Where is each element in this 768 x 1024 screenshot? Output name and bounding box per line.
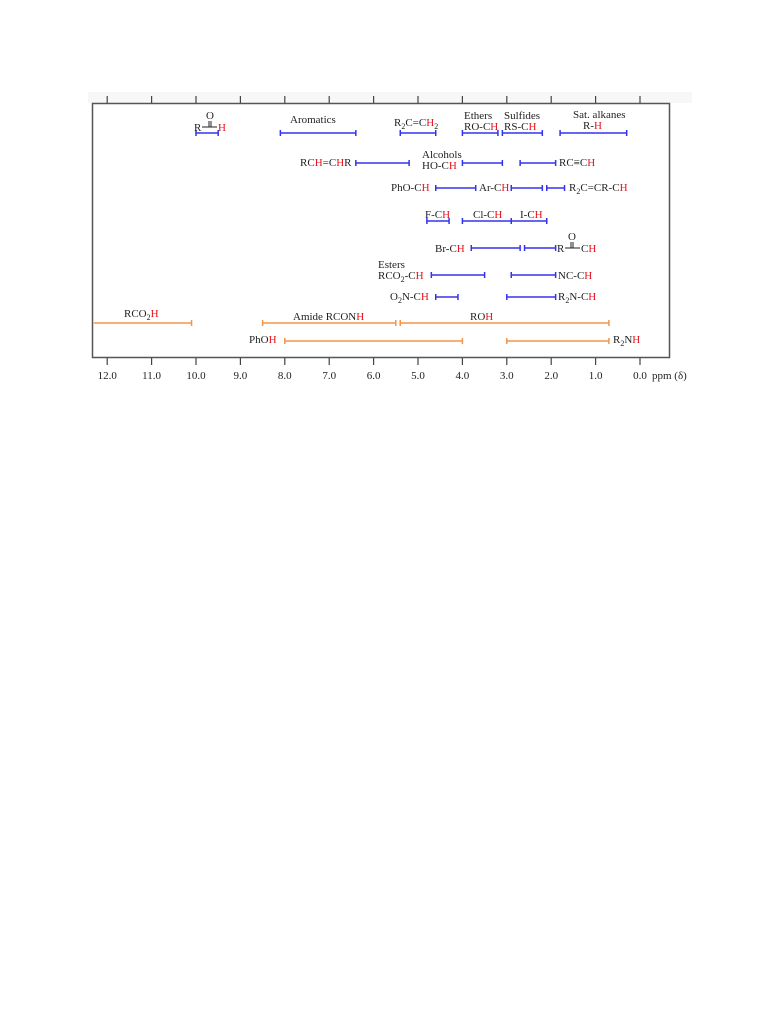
label-nitrile: NC-CH xyxy=(558,270,592,282)
range-bar xyxy=(470,245,521,251)
label-phenol: PhOH xyxy=(249,334,277,346)
label-ethers: RO-CH xyxy=(464,121,498,133)
range-bar xyxy=(355,160,410,166)
label-iodide: I-CH xyxy=(520,209,543,221)
range-bar xyxy=(461,130,499,136)
range-bar xyxy=(506,294,557,300)
label-alkanes: R-H xyxy=(583,120,602,132)
range-bar xyxy=(559,130,628,136)
label-nitro: O2N-CH xyxy=(390,291,429,305)
x-tick-label: 3.0 xyxy=(500,370,514,382)
group-label-sulfides: Sulfides xyxy=(504,110,540,122)
label-allylic: R2C=CR-CH xyxy=(569,182,628,196)
group-label-alcohols: Alcohols xyxy=(422,149,462,161)
top-axis-ticks xyxy=(106,96,641,103)
range-bar xyxy=(501,130,544,136)
x-axis-tick-labels: 12.0 11.0 10.0 9.0 8.0 7.0 6.0 5.0 4.0 3.0 2.0 1.0 0… xyxy=(98,370,648,382)
range-bar xyxy=(399,320,610,326)
label-aromatics: Aromatics xyxy=(290,114,336,126)
svg-text:H: H xyxy=(218,122,226,134)
range-bar xyxy=(435,185,477,191)
plot-frame xyxy=(91,102,671,359)
label-bromide: Br-CH xyxy=(435,243,465,255)
label-phenyl-ether: PhO-CH xyxy=(391,182,430,194)
x-tick-label: 12.0 xyxy=(98,370,118,382)
x-tick-label: 4.0 xyxy=(456,370,470,382)
x-tick-label: 0.0 xyxy=(633,370,647,382)
label-esters: RCO2-CH xyxy=(378,270,424,284)
label-amide: Amide RCONH xyxy=(293,311,364,323)
x-tick-label: 10.0 xyxy=(186,370,206,382)
label-internal-alkene: RCH=CHR xyxy=(300,157,352,169)
svg-text:O: O xyxy=(206,110,214,122)
svg-text:O: O xyxy=(568,231,576,243)
label-alcohol-oh: ROH xyxy=(470,311,493,323)
range-bar xyxy=(261,320,397,326)
range-bar xyxy=(435,294,459,300)
x-axis-unit-label: ppm (δ) xyxy=(652,370,687,382)
group-label-ethers: Ethers xyxy=(464,110,492,122)
svg-text:R: R xyxy=(557,243,565,255)
x-tick-label: 6.0 xyxy=(367,370,381,382)
svg-text:R: R xyxy=(194,122,202,134)
label-aldehyde: R O H xyxy=(194,110,226,134)
label-alkyne: RC≡CH xyxy=(559,157,595,169)
range-bar xyxy=(546,185,566,191)
x-tick-label: 2.0 xyxy=(544,370,558,382)
range-bar xyxy=(523,245,557,251)
range-bar xyxy=(461,160,504,166)
label-benzylic: Ar-CH xyxy=(479,182,509,194)
x-tick-label: 5.0 xyxy=(411,370,425,382)
label-amine-alpha: R2N-CH xyxy=(558,291,596,305)
x-tick-label: 1.0 xyxy=(589,370,603,382)
range-bar xyxy=(279,130,357,136)
group-label-sat-alkanes: Sat. alkanes xyxy=(573,109,626,121)
x-tick-label: 7.0 xyxy=(322,370,336,382)
label-chloride: Cl-CH xyxy=(473,209,502,221)
x-tick-label: 11.0 xyxy=(142,370,161,382)
range-bar xyxy=(510,272,557,278)
group-label-esters: Esters xyxy=(378,259,405,271)
label-amine-nh: R2NH xyxy=(613,334,640,348)
range-bar xyxy=(430,272,486,278)
label-carboxylic-acid: RCO2H xyxy=(124,308,159,322)
x-tick-label: 9.0 xyxy=(234,370,248,382)
range-bar xyxy=(195,130,219,136)
range-bar xyxy=(284,338,464,344)
x-tick-label: 8.0 xyxy=(278,370,292,382)
range-bar xyxy=(506,338,610,344)
label-fluoride: F-CH xyxy=(425,209,450,221)
top-strip xyxy=(88,92,692,103)
range-bar xyxy=(399,130,437,136)
label-ketone-alpha: R O CH xyxy=(557,231,596,255)
range-bar xyxy=(426,218,450,224)
bottom-axis-ticks xyxy=(106,358,641,365)
range-bar xyxy=(510,185,544,191)
range-bar xyxy=(519,160,557,166)
range-bar xyxy=(510,218,548,224)
shift-range-bars xyxy=(93,130,628,344)
label-sulfides: RS-CH xyxy=(504,121,536,133)
label-alcohols: HO-CH xyxy=(422,160,457,172)
label-terminal-alkene: R2C=CH2 xyxy=(394,117,438,131)
range-bar xyxy=(93,320,193,326)
svg-text:CH: CH xyxy=(581,243,596,255)
